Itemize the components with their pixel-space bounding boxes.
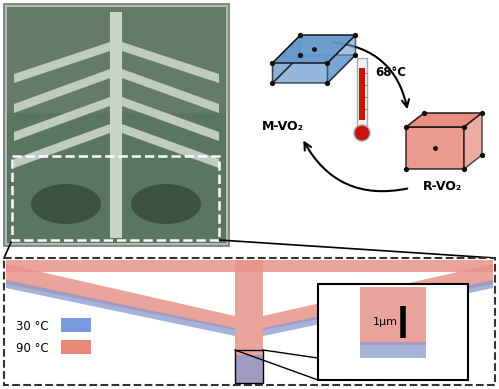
Bar [110,12,122,238]
Bar [360,287,426,345]
Bar [318,284,468,380]
FancyArrowPatch shape [304,142,407,191]
FancyArrowPatch shape [333,42,409,107]
Polygon shape [263,264,493,330]
Polygon shape [464,113,482,169]
Text: R-VO₂: R-VO₂ [423,180,463,193]
Polygon shape [406,127,464,169]
Text: 1μm: 1μm [373,317,398,327]
Polygon shape [272,55,355,83]
Polygon shape [14,124,110,168]
Bar [4,4,229,246]
Polygon shape [14,97,110,141]
Bar [6,260,493,272]
Bar [360,342,426,358]
Polygon shape [263,280,493,336]
Polygon shape [14,42,110,83]
Bar [357,58,367,126]
Polygon shape [406,113,482,127]
Text: 90 °C: 90 °C [16,342,49,354]
Ellipse shape [131,184,201,224]
Polygon shape [272,35,355,63]
Bar [61,340,91,354]
Bar [359,68,365,120]
Polygon shape [14,69,110,113]
Ellipse shape [354,125,370,141]
Polygon shape [6,264,235,330]
Polygon shape [327,35,355,83]
Bar [235,355,263,383]
Polygon shape [122,124,219,168]
Ellipse shape [31,184,101,224]
Polygon shape [122,69,219,113]
Bar [4,258,495,385]
Bar [235,260,263,383]
Bar [12,156,219,240]
Bar [6,260,493,383]
Text: 30 °C: 30 °C [16,319,48,333]
Text: 68°C: 68°C [375,66,406,79]
Polygon shape [6,280,235,336]
Polygon shape [122,42,219,83]
Bar [7,7,226,113]
Bar [7,7,226,243]
Polygon shape [272,35,300,83]
Polygon shape [122,97,219,141]
Text: M-VO₂: M-VO₂ [262,120,304,133]
Bar [235,350,263,383]
Bar [61,318,91,332]
